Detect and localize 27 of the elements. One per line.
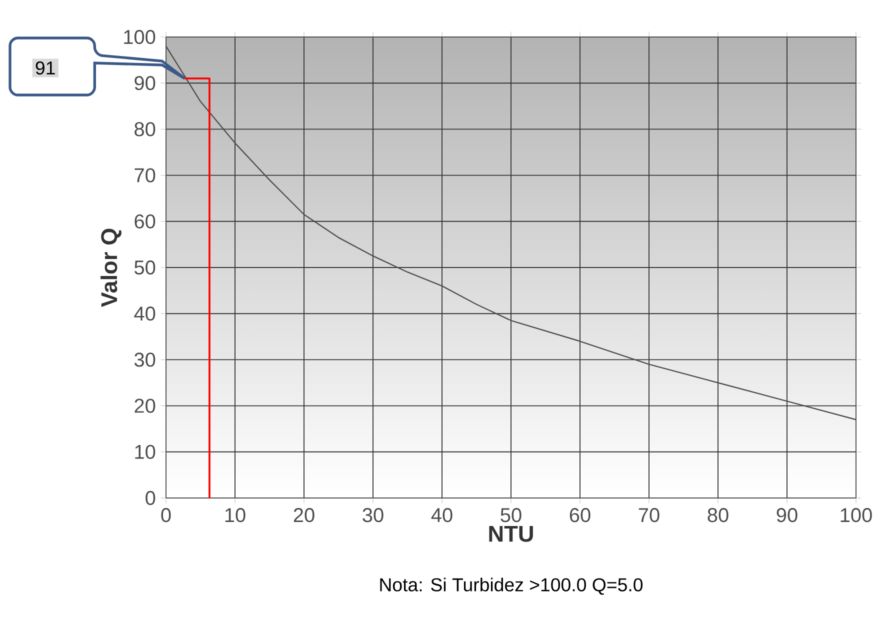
y-tick-label: 90 — [134, 76, 156, 90]
y-tick-label: 100 — [124, 30, 156, 44]
y-tick-label: 0 — [146, 490, 156, 506]
y-tick-label: 40 — [134, 306, 156, 321]
x-axis-title: NTU — [489, 526, 533, 542]
x-tick-label: 40 — [431, 508, 452, 522]
x-tick-label: 0 — [161, 508, 171, 522]
x-tick-label: 90 — [776, 508, 798, 522]
y-tick-label: 70 — [134, 168, 156, 182]
y-tick-label: 20 — [134, 398, 156, 413]
x-tick-label: 50 — [500, 508, 522, 522]
y-tick-label: 10 — [135, 444, 156, 459]
text: Nota: Si Turbidez >100.0 Q=5.0 — [380, 578, 643, 595]
x-tick-label: 30 — [362, 508, 384, 522]
line-series — [165, 46, 857, 420]
y-tick-label: 80 — [134, 122, 156, 136]
y-tick-label: 50 — [134, 260, 156, 275]
x-tick-label: 80 — [708, 508, 728, 522]
text: 91 — [36, 61, 55, 75]
x-tick-label: 70 — [638, 508, 660, 522]
y-tick-label: 60 — [134, 214, 156, 228]
x-tick-label: 10 — [225, 508, 246, 522]
y-axis-title: Valor Q — [100, 228, 122, 308]
y-tick-label: 30 — [134, 352, 156, 367]
x-tick-label: 20 — [294, 508, 314, 522]
x-tick-label: 60 — [570, 508, 590, 522]
x-tick-label: 100 — [840, 508, 872, 522]
